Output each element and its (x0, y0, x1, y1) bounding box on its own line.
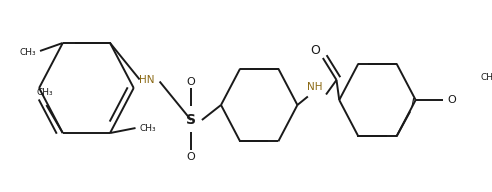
Text: CH₃: CH₃ (20, 48, 36, 57)
Text: I: I (411, 97, 415, 110)
Text: CH₃: CH₃ (480, 73, 492, 81)
Text: O: O (186, 77, 195, 87)
Text: CH₃: CH₃ (139, 123, 156, 132)
Text: NH: NH (308, 81, 323, 92)
Text: CH₃: CH₃ (36, 88, 53, 97)
Text: S: S (186, 113, 196, 127)
Text: HN: HN (139, 75, 154, 85)
Text: O: O (310, 44, 320, 56)
Text: O: O (448, 95, 456, 105)
Text: O: O (186, 152, 195, 162)
